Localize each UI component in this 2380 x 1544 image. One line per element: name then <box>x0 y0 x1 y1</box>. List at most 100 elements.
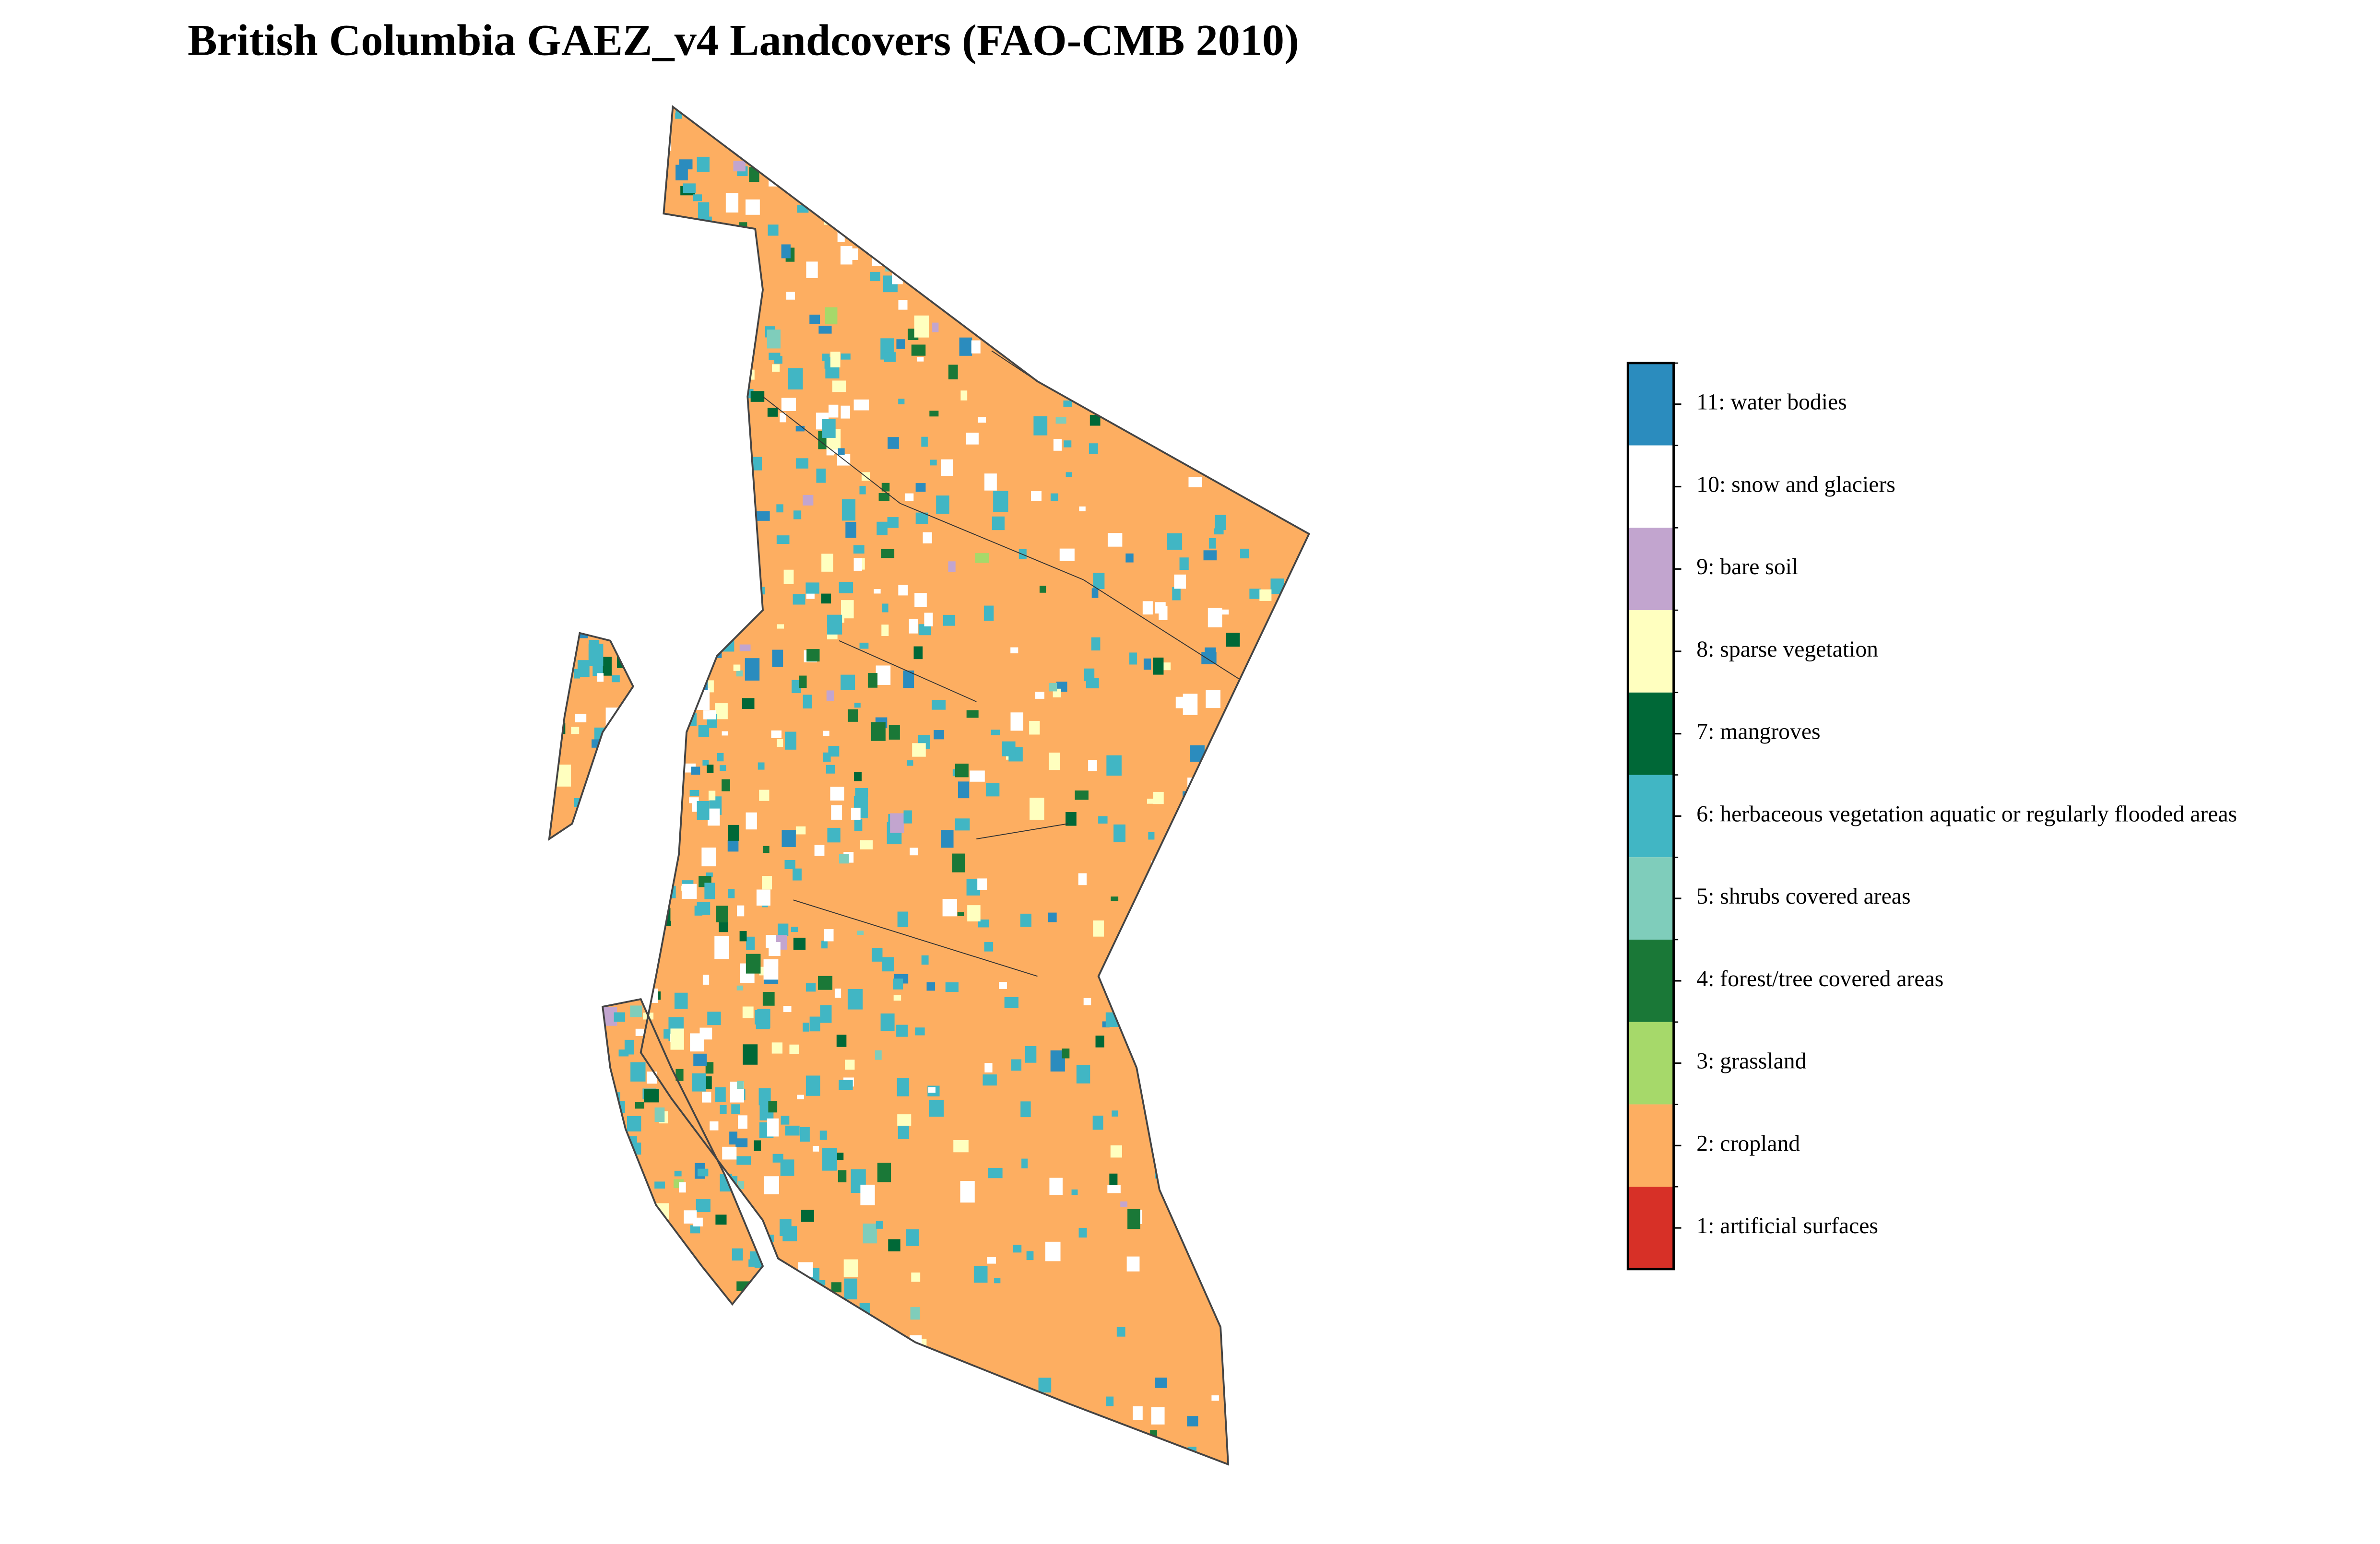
land-cell <box>643 395 653 407</box>
land-cell <box>803 1023 809 1032</box>
land-cell <box>1189 1112 1201 1127</box>
land-cell <box>784 860 795 870</box>
land-cell <box>1203 550 1217 561</box>
land-cell <box>1053 438 1062 451</box>
land-cell <box>1020 1101 1031 1117</box>
land-cell <box>549 501 558 514</box>
land-cell <box>694 1362 701 1373</box>
land-cell <box>1189 1125 1200 1133</box>
land-cell <box>1267 716 1274 721</box>
land-cell <box>630 1353 640 1361</box>
land-cell <box>880 1013 895 1031</box>
land-cell <box>641 557 655 566</box>
land-cell <box>1107 1185 1121 1193</box>
land-cell <box>654 356 665 373</box>
land-cell <box>702 760 709 766</box>
land-cell <box>694 322 701 329</box>
land-cell <box>792 680 801 694</box>
land-cell <box>868 1466 880 1483</box>
land-cell <box>783 569 794 584</box>
legend-label: 1: artificial surfaces <box>1696 1213 1878 1238</box>
land-cell <box>1223 1013 1237 1036</box>
land-cell <box>942 898 958 917</box>
land-cell <box>845 1060 855 1070</box>
land-cell <box>570 1393 578 1402</box>
land-cell <box>603 395 616 406</box>
land-cell <box>1078 1228 1087 1238</box>
land-cell <box>1143 1441 1152 1454</box>
land-cell <box>591 1002 601 1010</box>
land-cell <box>536 1230 542 1237</box>
legend-label: 5: shrubs covered areas <box>1696 884 1910 909</box>
land-cell <box>606 210 615 216</box>
land-cell <box>703 710 717 719</box>
land-cell <box>881 625 889 636</box>
land-cell <box>1270 162 1285 183</box>
land-cell <box>539 579 547 586</box>
land-cell <box>588 1120 602 1141</box>
land-cell <box>947 133 957 146</box>
land-cell <box>549 159 558 171</box>
land-cell <box>693 194 702 201</box>
land-cell <box>888 1383 899 1390</box>
land-cell <box>602 177 609 185</box>
land-cell <box>639 422 646 428</box>
land-cell <box>554 592 562 599</box>
land-cell <box>897 227 909 236</box>
land-cell <box>569 1285 584 1306</box>
colorbar-swatch <box>1628 939 1674 1022</box>
land-cell <box>628 621 639 631</box>
land-cell <box>1177 220 1188 232</box>
land-cell <box>1029 245 1037 254</box>
region-boundary <box>839 640 977 702</box>
land-cell <box>594 754 609 773</box>
land-cell <box>549 1278 559 1297</box>
land-cell <box>552 1032 563 1041</box>
land-cell <box>552 866 566 878</box>
land-cell <box>1299 964 1306 969</box>
land-cell <box>626 699 639 714</box>
land-cell <box>601 578 609 588</box>
land-cell <box>779 137 790 144</box>
land-cell <box>535 282 547 299</box>
land-cell <box>984 473 997 491</box>
land-cell <box>603 1205 615 1216</box>
land-cell <box>606 244 620 257</box>
land-cell <box>535 1003 542 1008</box>
land-cell <box>622 1443 629 1451</box>
land-cell <box>791 927 798 932</box>
land-cell <box>593 774 605 787</box>
land-cell <box>743 480 753 488</box>
land-cell <box>679 489 687 496</box>
land-cell <box>762 846 770 853</box>
land-cell <box>554 1414 562 1420</box>
land-cell <box>897 911 909 927</box>
land-cell <box>749 1251 759 1263</box>
land-cell <box>988 1168 1003 1179</box>
land-cell <box>878 493 890 501</box>
land-cell <box>1309 236 1318 248</box>
land-cell <box>573 258 585 271</box>
land-cell <box>1079 506 1086 511</box>
land-cell <box>821 941 828 949</box>
land-cell <box>1048 912 1057 922</box>
land-cell <box>614 1012 625 1022</box>
land-cell <box>549 112 554 125</box>
land-cell <box>613 483 628 495</box>
land-cell <box>677 415 689 424</box>
land-cell <box>690 1225 700 1234</box>
land-cell <box>853 558 862 571</box>
land-cell <box>809 314 820 324</box>
land-cell <box>1239 936 1251 948</box>
land-cell <box>781 244 791 259</box>
land-cell <box>785 161 794 175</box>
land-cell <box>892 113 905 122</box>
land-cell <box>1245 162 1257 169</box>
land-cell <box>853 545 864 554</box>
land-cell <box>645 893 660 912</box>
land-cell <box>734 1426 742 1437</box>
land-cell <box>1291 1274 1303 1292</box>
land-cell <box>596 1343 606 1354</box>
land-cell <box>1157 1461 1165 1464</box>
land-cell <box>573 349 586 365</box>
